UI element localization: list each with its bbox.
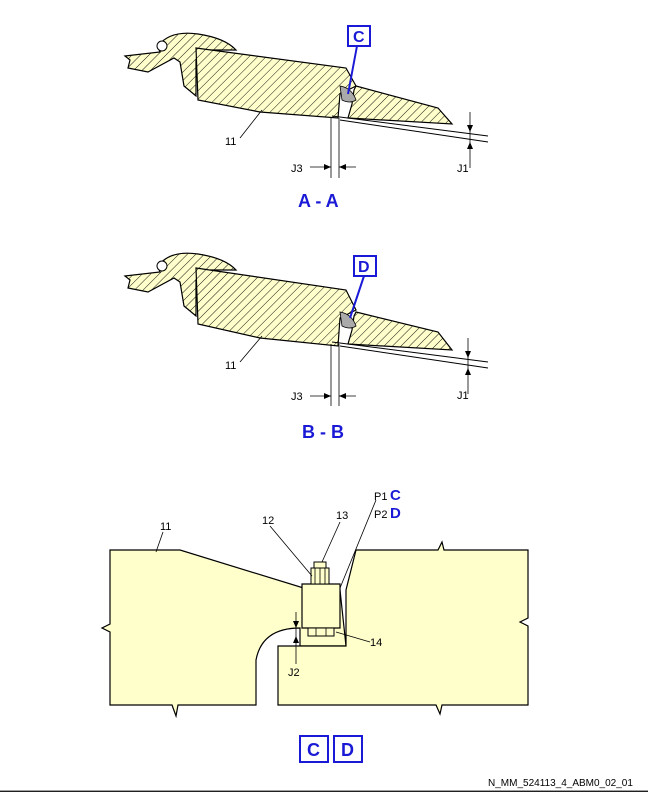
- right-plate: [277, 540, 529, 716]
- label-11-a: 11: [225, 136, 236, 148]
- bolt-tip: [313, 561, 327, 569]
- section-a-a: J3 J1 11 C A - A: [123, 25, 489, 211]
- tag-p1-c: C: [390, 487, 401, 504]
- label-p2: P2: [374, 509, 387, 521]
- bracket-block: [301, 583, 341, 629]
- section-b-b: J3 J1 11 D B - B: [123, 252, 489, 442]
- label-11-b: 11: [225, 360, 236, 372]
- label-j3-a: J3: [291, 163, 303, 175]
- clip-hole-b: [156, 260, 168, 272]
- label-j1-b: J1: [457, 390, 469, 402]
- detail-tag-d: D: [341, 740, 354, 760]
- right-panel-b: [347, 311, 454, 351]
- detail-c-d: 11 12 13 14 J2 P1 C P2 D C D: [100, 487, 529, 763]
- callout-box-d-b: [353, 255, 377, 277]
- seal-b: [339, 311, 357, 329]
- right-panel-a: [347, 85, 454, 125]
- title-b-b: B - B: [302, 422, 344, 442]
- label-13: 13: [336, 510, 348, 522]
- label-11-detail: 11: [160, 521, 171, 533]
- title-a-a: A - A: [298, 191, 339, 211]
- clip-profile-a: [123, 32, 238, 98]
- label-j1-a: J1: [457, 163, 469, 175]
- tag-p2-d: D: [390, 505, 401, 522]
- label-p1: P1: [374, 491, 387, 503]
- callout-d-b: D: [358, 259, 370, 276]
- callout-box-c-a: [347, 25, 371, 47]
- clip-hole-a: [156, 40, 168, 52]
- label-j2: J2: [288, 667, 300, 679]
- callout-c-a: C: [353, 29, 365, 46]
- body-11-b: [195, 267, 357, 347]
- clip-profile-b: [123, 252, 238, 318]
- detail-box-c: [299, 735, 329, 763]
- drawing-reference: N_MM_524113_4_ABM0_02_01: [488, 778, 633, 789]
- nut-14: [307, 627, 335, 637]
- detail-box-d: [333, 735, 363, 763]
- label-j3-b: J3: [291, 391, 303, 403]
- body-11-a: [195, 47, 357, 119]
- label-14: 14: [370, 637, 382, 649]
- detail-tag-c: C: [307, 740, 320, 760]
- label-12: 12: [262, 515, 274, 527]
